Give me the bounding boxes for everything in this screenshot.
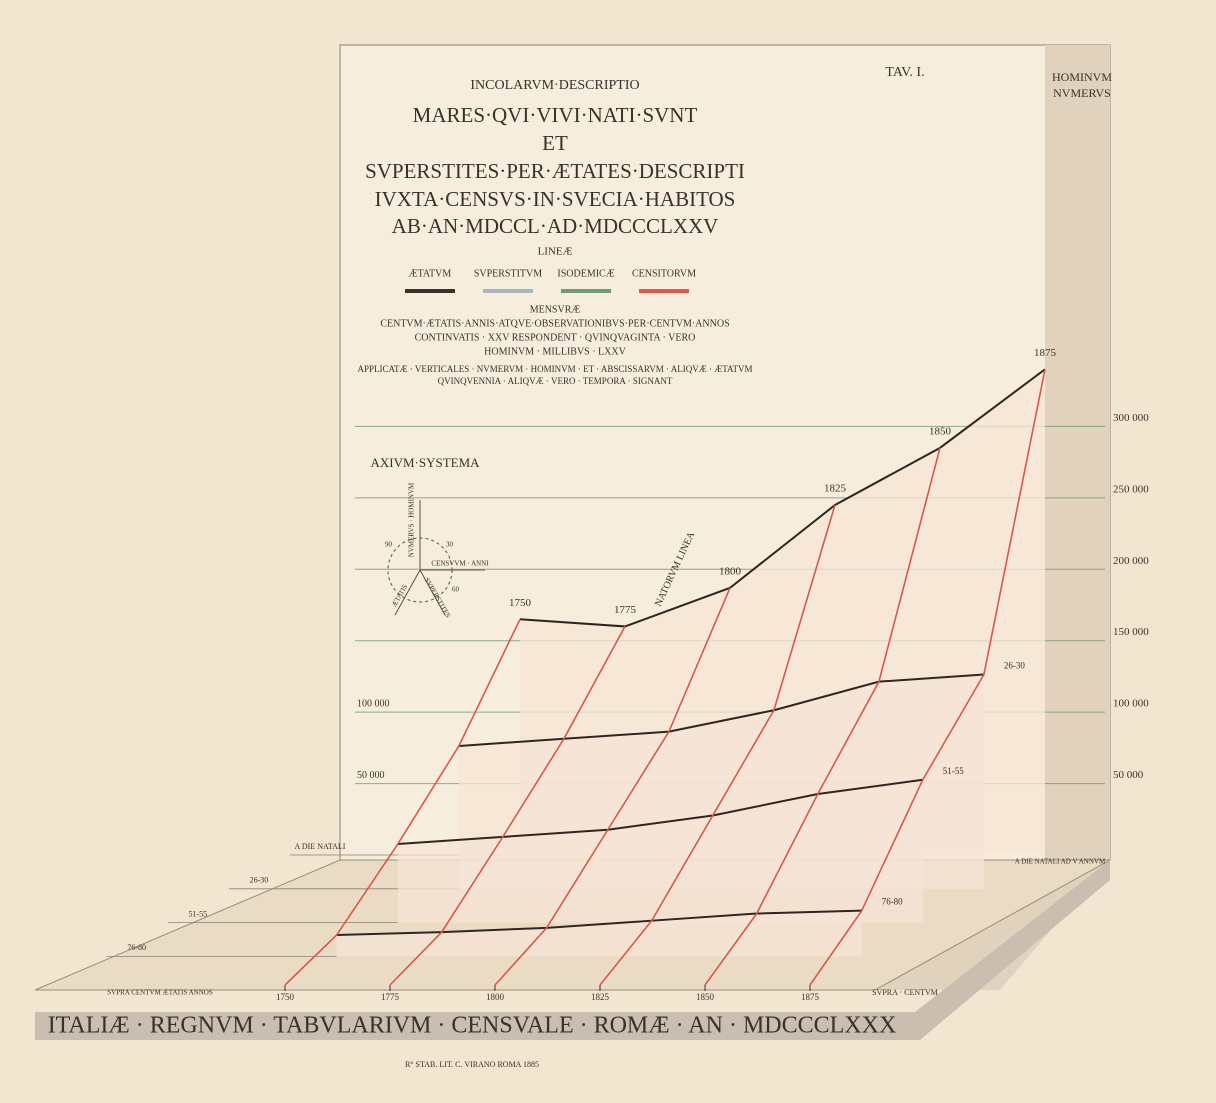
series-end-label: 26-30 [1004,661,1025,671]
series-end-label: 76-80 [882,897,903,907]
legend-title: LINEÆ [538,246,573,258]
title: ET [542,131,568,155]
y-tick-label: 200 000 [1113,555,1149,567]
axis-tick: 60 [452,586,460,594]
legend-label: ISODEMICÆ [557,268,614,279]
x-tick-label: 1850 [696,992,715,1002]
title: AB·AN·MDCCL·AD·MDCCCLXXV [392,214,719,238]
surface-area [397,779,923,923]
title: MARES·QVI·VIVI·NATI·SVNT [413,103,698,127]
y-tick-label: 50 000 [1113,769,1144,781]
plate: TAV. I. [885,65,924,80]
note: CENTVM·ÆTATIS·ANNIS·ATQVE·OBSERVATIONIBV… [380,318,729,329]
x-tick-label: 1875 [801,992,820,1002]
legend-label: CENSITORVM [632,268,696,279]
census-line [599,504,836,986]
series-label: 26-30 [250,876,269,885]
base [35,860,1110,1040]
age-line [397,778,923,846]
x-tick-label: 1750 [276,992,295,1002]
year-label: 1775 [614,604,637,616]
axis-tick: 30 [446,541,454,549]
note: CONTINVATIS · XXV RESPONDENT · QVINQVAGI… [415,332,696,343]
age-line [519,368,1046,628]
axis-system-title: AXIVM·SYSTEMA [370,455,480,470]
note: HOMINVM · MILLIBVS · LXXV [484,346,626,357]
x-tick-label: 1775 [381,992,400,1002]
y-tick-label: 50 000 [357,770,385,781]
title-block: TAV. I. HOMINVM NVMERVS INCOLARVM·DESCRI… [48,65,1113,1069]
census-line [494,587,731,986]
footer-title: ITALIÆ · REGNVM · TABVLARIVM · CENSVALE … [48,1013,897,1039]
surface-area [336,910,862,957]
year-label: 1800 [719,565,742,577]
axis-tick: 90 [385,541,393,549]
series-end-label: 51-55 [943,766,964,776]
y-tick-label: 250 000 [1113,483,1149,495]
x-tick-label: 1800 [486,992,505,1002]
axis-circle [387,537,453,603]
title: IVXTA·CENSVS·IN·SVECIA·HABITOS [375,187,736,211]
y-tick-label: 100 000 [1113,698,1149,710]
legend-label: ÆTATVM [409,268,452,279]
y-tick-label: 300 000 [1113,412,1149,424]
axis-line [419,569,446,616]
floor-label: SVPRA · CENTVM [872,988,938,997]
x-tick-label: 1825 [591,992,610,1002]
axis-label: CENSVVM · ANNI [431,560,489,568]
year-label: 1750 [509,597,532,609]
year-label: 1825 [824,483,847,495]
floor-label: SVPRA CENTVM ÆTATIS ANNOS [107,989,213,997]
floor-label: A DIE NATALI AD V ANNVM [1015,858,1106,866]
axis-title: HOMINVM [1052,70,1112,84]
census-line [704,447,941,986]
side-wall [875,45,1110,990]
year-label: 1875 [1034,347,1057,359]
note: QVINQVENNIA · ALIQVÆ · VERO · TEMPORA · … [438,376,673,386]
census-line [809,369,1046,986]
age-line [336,909,862,936]
census-line [389,626,626,986]
legend-label: SVPERSTITVM [474,268,542,279]
y-tick-label: 150 000 [1113,626,1149,638]
axis-line [394,569,421,616]
printer: R° STAB. LIT. C. VIRANO ROMA 1885 [405,1060,539,1069]
title: SVPERSTITES·PER·ÆTATES·DESCRIPTI [365,159,745,183]
census-line [284,618,521,986]
note: APPLICATÆ · VERTICALES · NVMERVM · HOMIN… [358,364,753,374]
title: INCOLARVM·DESCRIPTIO [470,78,639,93]
y-tick-label: 100 000 [357,698,390,709]
year-label: 1850 [929,425,952,437]
axis-title: NVMERVS [1053,86,1111,100]
series-label: 76-80 [127,943,146,952]
axis-label: NVMERVS · HOMINVM [408,482,416,557]
age-line [458,673,984,747]
series-label: 51-55 [188,909,207,918]
axis-system [387,500,485,616]
series-label: A DIE NATALI [295,842,346,851]
note-title: MENSVRÆ [530,304,581,315]
